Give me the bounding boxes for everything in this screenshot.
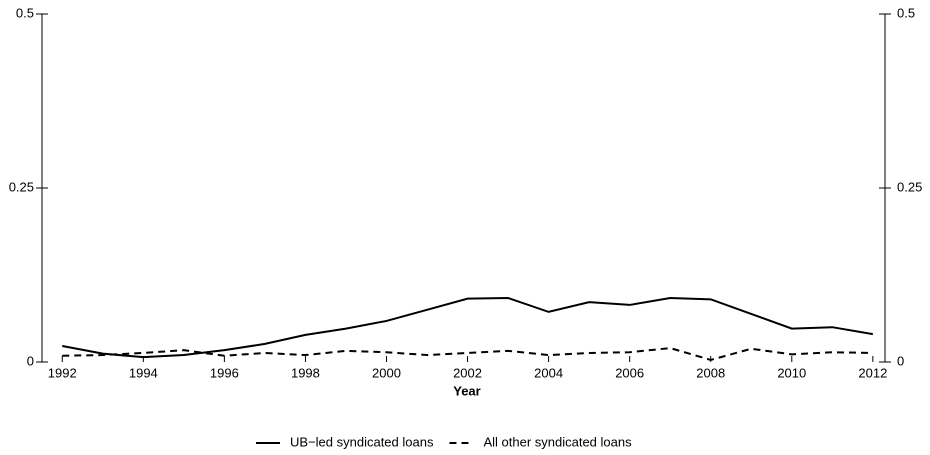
x-axis-title: Year: [453, 383, 480, 398]
x-tick-label: 2012: [858, 365, 887, 380]
x-tick-label: 1998: [291, 365, 320, 380]
x-tick-label: 2006: [615, 365, 644, 380]
x-tick-label: 2002: [453, 365, 482, 380]
x-tick-label: 1992: [48, 365, 77, 380]
y2-tick-label: 0.25: [897, 179, 922, 194]
legend-label: UB−led syndicated loans: [290, 434, 434, 449]
y-tick-label: 0: [27, 353, 34, 368]
y2-tick-label: 0: [897, 353, 904, 368]
x-tick-label: 1994: [129, 365, 158, 380]
y2-tick-label: 0.5: [897, 5, 915, 20]
legend-label: All other syndicated loans: [483, 434, 632, 449]
x-tick-label: 2010: [777, 365, 806, 380]
x-tick-label: 1996: [210, 365, 239, 380]
y-tick-label: 0.25: [9, 179, 34, 194]
x-tick-label: 2008: [696, 365, 725, 380]
series-line: [62, 347, 873, 361]
series-line: [62, 296, 874, 359]
x-tick-label: 2000: [372, 365, 401, 380]
y-tick-label: 0.5: [16, 5, 34, 20]
x-tick-label: 2004: [534, 365, 563, 380]
